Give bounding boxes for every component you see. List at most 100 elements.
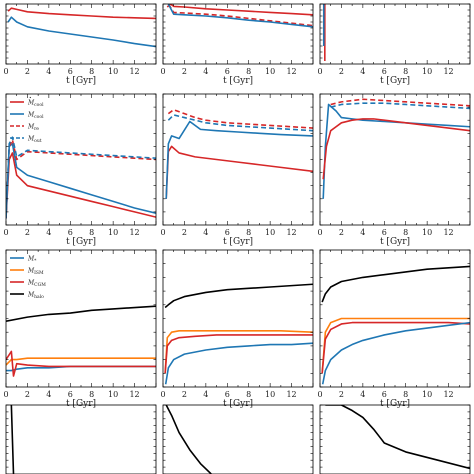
x-tick-label: 8 <box>403 228 408 237</box>
x-tick-label: 10 <box>265 390 275 399</box>
series-line-blue-solid <box>7 16 156 48</box>
x-tick-label: 4 <box>360 390 365 399</box>
series-line-black-solid <box>165 405 212 474</box>
series-line-m-out <box>6 136 156 219</box>
panel-r2c1: 0 2 4 6 8 10 12 t [Gyr] <box>160 249 314 409</box>
legend-label: MCGM <box>27 280 46 289</box>
axes-frame <box>319 404 471 474</box>
x-axis-label: t [Gyr] <box>223 76 253 86</box>
panel-r2c2: 0 2 4 6 8 10 12 t [Gyr] <box>317 249 471 409</box>
series-group <box>165 405 212 474</box>
x-tick-label: 10 <box>108 390 118 399</box>
x-tick-label: 6 <box>68 390 73 399</box>
x-axis-label: t [Gyr] <box>380 237 410 247</box>
x-tick-label: 6 <box>382 67 387 76</box>
x-tick-label: 4 <box>360 67 365 76</box>
series-line-black-solid <box>164 283 313 309</box>
x-tick-label: 6 <box>225 228 230 237</box>
legend: M* MISM MCGM Mhalo <box>10 256 46 301</box>
series-group <box>7 7 156 48</box>
x-tick-label: 8 <box>89 390 94 399</box>
x-axis-label: t [Gyr] <box>66 399 96 409</box>
x-tick-label: 10 <box>265 67 275 76</box>
series-line-m-ism <box>6 357 156 366</box>
series-line-red-solid <box>321 321 470 374</box>
series-group <box>325 405 470 470</box>
series-group <box>10 405 15 474</box>
x-tick-label: 2 <box>25 228 30 237</box>
x-tick-label: 2 <box>339 67 344 76</box>
x-tick-label: 4 <box>203 228 208 237</box>
panel-r3c1 <box>162 404 314 474</box>
legend-label: M* <box>27 256 37 265</box>
series-line-red-solid <box>164 334 313 374</box>
x-tick-label: 4 <box>46 67 51 76</box>
legend-label: Mcool <box>27 112 44 121</box>
x-tick-label: 12 <box>443 228 453 237</box>
series-line-black-solid <box>10 405 15 474</box>
legend: Mcool Mcool Mre Mout <box>10 96 44 145</box>
series-line-black-solid <box>325 405 470 470</box>
series-line-orange-solid <box>321 317 470 374</box>
x-tick-label: 10 <box>108 67 118 76</box>
series-line-m-re <box>6 139 156 219</box>
x-tick-label: 2 <box>182 228 187 237</box>
x-tick-label: 10 <box>422 67 432 76</box>
legend-label: Mcool <box>27 100 44 109</box>
x-tick-label: 10 <box>108 228 118 237</box>
x-tick-label: 4 <box>360 228 365 237</box>
x-tick-label: 0 <box>317 67 322 76</box>
x-axis-label: t [Gyr] <box>66 76 96 86</box>
x-tick-label: 0 <box>317 390 322 399</box>
axes-frame <box>5 3 157 65</box>
x-tick-label: 10 <box>422 390 432 399</box>
x-tick-label: 12 <box>286 228 296 237</box>
panel-r1c0: 0 2 4 6 8 10 12 t [Gyr] Mcool Mcool Mre Mout <box>3 93 157 247</box>
series-line-red-dashed <box>330 98 470 107</box>
x-tick-label: 0 <box>3 390 8 399</box>
series-line-blue-solid <box>165 120 313 199</box>
series-group <box>165 108 313 199</box>
x-tick-label: 0 <box>3 67 8 76</box>
series-line-red-solid <box>165 145 313 199</box>
x-tick-label: 12 <box>129 228 139 237</box>
x-tick-label: 8 <box>89 228 94 237</box>
series-line-m-cool-dot- <box>6 152 156 219</box>
axes-frame <box>319 93 471 226</box>
legend-label: Mre <box>27 124 39 133</box>
x-tick-label: 6 <box>382 228 387 237</box>
legend-dot-accent <box>29 96 31 99</box>
x-tick-label: 8 <box>403 67 408 76</box>
series-group <box>322 98 470 199</box>
x-tick-label: 0 <box>160 390 165 399</box>
panel-r3c2 <box>319 404 471 474</box>
legend-label: Mout <box>27 136 42 145</box>
x-tick-label: 6 <box>382 390 387 399</box>
x-tick-label: 10 <box>265 228 275 237</box>
series-group <box>166 4 313 28</box>
x-tick-label: 0 <box>317 228 322 237</box>
panel-r2c0: 0 2 4 6 8 10 12 t [Gyr] M* MISM MCGM Mhalo <box>3 249 157 409</box>
x-tick-label: 0 <box>3 228 8 237</box>
series-line-blue-solid <box>167 4 313 28</box>
x-tick-label: 12 <box>286 390 296 399</box>
x-tick-label: 4 <box>203 67 208 76</box>
x-tick-label: 6 <box>68 228 73 237</box>
series-line-red-dashed <box>167 108 313 129</box>
series-line-black-solid <box>321 265 470 303</box>
series-group <box>6 136 156 219</box>
x-tick-label: 2 <box>25 390 30 399</box>
series-line-m-cool <box>6 142 156 219</box>
x-tick-label: 8 <box>403 390 408 399</box>
x-axis-label: t [Gyr] <box>380 76 410 86</box>
x-tick-label: 8 <box>246 67 251 76</box>
legend-label: Mhalo <box>27 292 44 301</box>
x-tick-label: 6 <box>225 67 230 76</box>
x-tick-label: 6 <box>68 67 73 76</box>
panel-r0c2: 0 2 4 6 8 10 12 t [Gyr] <box>317 3 471 86</box>
x-axis-label: t [Gyr] <box>380 399 410 409</box>
axes-frame <box>5 404 157 474</box>
x-tick-label: 12 <box>129 390 139 399</box>
panel-r3c0 <box>5 404 157 474</box>
